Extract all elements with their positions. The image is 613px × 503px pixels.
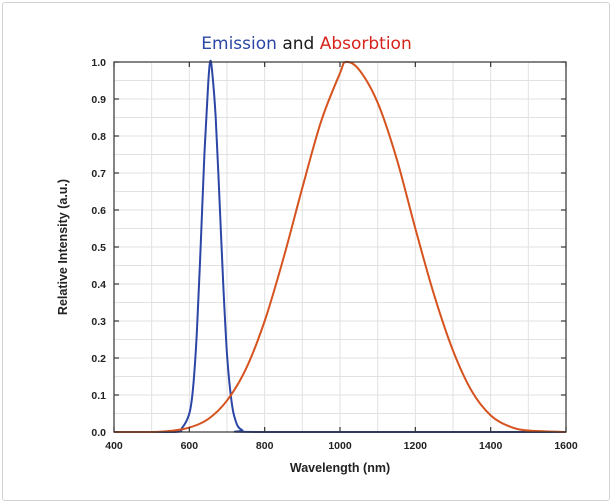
y-tick-label: 0.3 bbox=[91, 316, 106, 328]
x-tick-label: 600 bbox=[181, 440, 199, 452]
x-tick-label: 400 bbox=[105, 440, 123, 452]
y-tick-labels: 0.0 0.1 0.2 0.3 0.4 0.5 0.6 0.7 0.8 0.9 1.0 bbox=[91, 57, 106, 439]
x-axis-label: Wavelength (nm) bbox=[290, 461, 390, 475]
y-tick-label: 0.6 bbox=[91, 205, 106, 217]
series-group bbox=[113, 59, 567, 434]
y-tick-label: 0.8 bbox=[91, 131, 106, 143]
x-tick-label: 1000 bbox=[328, 440, 352, 452]
y-tick-label: 0.7 bbox=[91, 168, 106, 180]
grid-lines bbox=[113, 61, 567, 433]
axis-ticks bbox=[113, 61, 567, 433]
x-tick-label: 1200 bbox=[404, 440, 428, 452]
y-tick-label: 0.0 bbox=[91, 427, 106, 439]
x-tick-label: 1400 bbox=[479, 440, 503, 452]
absorption-series-line bbox=[113, 60, 567, 433]
y-tick-label: 0.2 bbox=[91, 353, 106, 365]
emission-series-line bbox=[113, 59, 566, 434]
title-absorption: Absorbtion bbox=[319, 34, 412, 54]
title-emission: Emission bbox=[201, 34, 277, 54]
x-tick-label: 1600 bbox=[554, 440, 578, 452]
x-tick-labels: 400 600 800 1000 1200 1400 1600 bbox=[105, 440, 578, 452]
x-tick-label: 800 bbox=[256, 440, 274, 452]
chart-title: Emission and Absorbtion bbox=[0, 34, 613, 54]
title-joiner: and bbox=[282, 34, 315, 54]
y-tick-label: 0.5 bbox=[91, 242, 106, 254]
y-axis-label: Relative Intensity (a.u.) bbox=[56, 179, 70, 315]
y-tick-label: 0.9 bbox=[91, 94, 106, 106]
y-tick-label: 0.1 bbox=[91, 390, 106, 402]
y-tick-label: 1.0 bbox=[91, 57, 106, 69]
y-tick-label: 0.4 bbox=[91, 279, 106, 291]
